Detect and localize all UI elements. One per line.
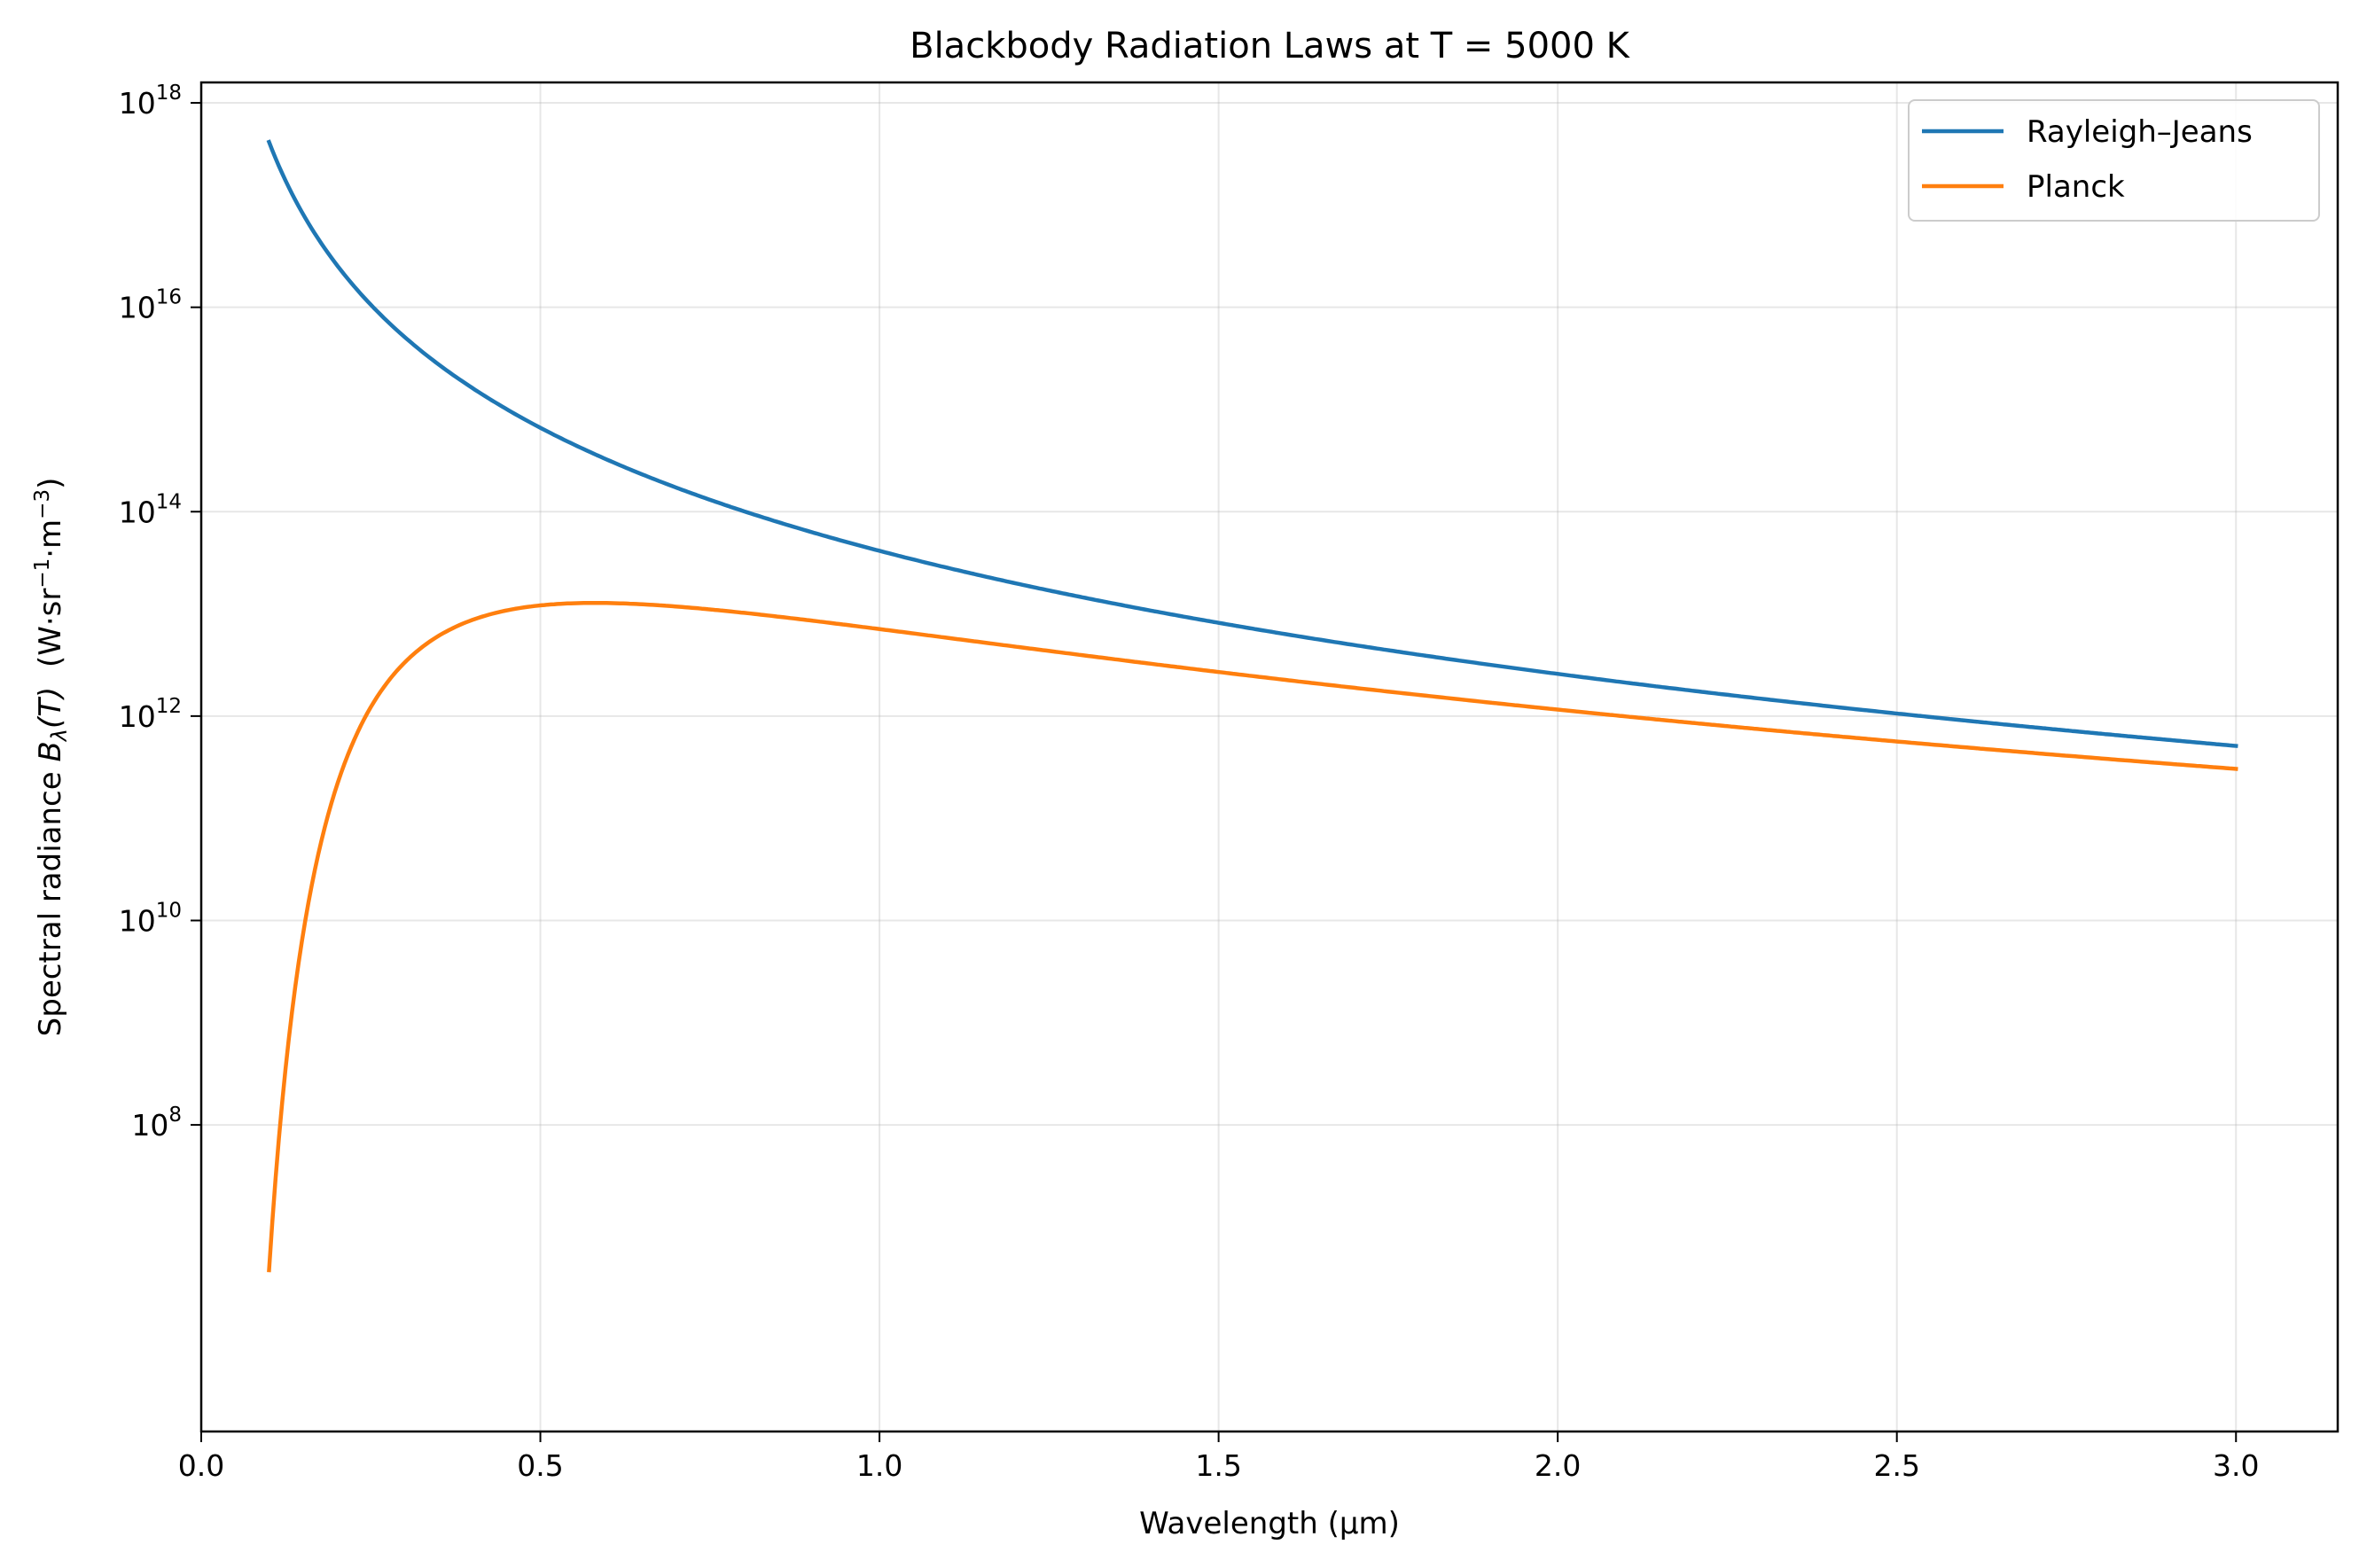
y-tick-label: 1018	[119, 82, 182, 121]
series-layer	[266, 139, 2238, 1273]
legend-box	[1908, 99, 2320, 222]
y-axis: 108 1010 1012 1014 1016 1018	[119, 82, 201, 1143]
x-tick-label: 3.0	[2213, 1448, 2259, 1483]
y-axis-title-subscript: λ	[47, 729, 72, 743]
series-line-rayleigh-jeans	[266, 139, 2238, 748]
legend-label-rayleigh-jeans: Rayleigh–Jeans	[2027, 114, 2253, 150]
y-axis-title-units-open: (W·sr	[33, 589, 68, 687]
y-axis-title-units-mid: ·m	[33, 519, 68, 558]
y-axis-title-units-exp1: −1	[31, 558, 54, 589]
chart-title: Blackbody Radiation Laws at T = 5000 K	[910, 26, 1631, 66]
y-axis-title-prefix: Spectral radiance	[33, 762, 68, 1037]
x-tick-label: 2.5	[1873, 1448, 1919, 1483]
legend: Rayleigh–Jeans Planck	[1908, 99, 2320, 222]
x-tick-label: 1.0	[856, 1448, 902, 1483]
y-tick-label: 1010	[119, 899, 182, 938]
y-tick-label: 1014	[119, 490, 182, 529]
y-axis-title-units-close: )	[33, 478, 68, 489]
x-axis-title: Wavelength (μm)	[1139, 1506, 1400, 1541]
x-tick-label: 0.0	[178, 1448, 224, 1483]
series-line-planck	[267, 600, 2238, 1273]
y-tick-label: 108	[131, 1104, 182, 1143]
x-tick-label: 0.5	[517, 1448, 563, 1483]
legend-label-planck: Planck	[2027, 169, 2125, 205]
y-axis-title-units-exp2: −3	[31, 489, 54, 519]
y-axis-title-argument: (T)	[33, 687, 68, 729]
y-tick-label: 1012	[119, 695, 182, 734]
y-tick-label: 1016	[119, 286, 182, 325]
y-axis-title-symbol: B	[33, 741, 68, 761]
plot-frame	[199, 81, 2339, 1433]
x-tick-label: 1.5	[1195, 1448, 1241, 1483]
x-tick-label: 2.0	[1535, 1448, 1581, 1483]
x-axis: 0.0 0.5 1.0 1.5 2.0 2.5 3.0	[178, 1431, 2259, 1483]
y-axis-title: Spectral radiance Bλ(T) (W·sr−1·m−3)	[31, 478, 72, 1037]
